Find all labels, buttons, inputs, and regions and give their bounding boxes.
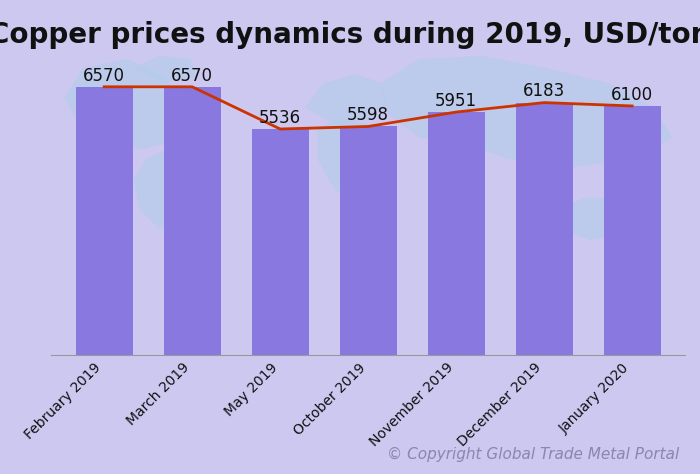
Text: 5598: 5598 [347, 106, 389, 124]
Polygon shape [304, 74, 387, 126]
Polygon shape [381, 56, 672, 168]
Bar [340, 127, 397, 355]
Text: 6183: 6183 [523, 82, 566, 100]
Bar [76, 87, 133, 355]
Bar [251, 129, 309, 355]
Text: Copper prices dynamics during 2019, USD/ton: Copper prices dynamics during 2019, USD/… [0, 21, 700, 49]
Text: 6100: 6100 [611, 86, 653, 104]
Text: 5536: 5536 [259, 109, 301, 127]
Polygon shape [134, 150, 197, 228]
Text: 5951: 5951 [435, 92, 477, 110]
Polygon shape [134, 56, 197, 83]
Text: © Copyright Global Trade Metal Portal: © Copyright Global Trade Metal Portal [386, 447, 679, 462]
Bar [603, 106, 661, 355]
Bar [428, 112, 485, 355]
Polygon shape [318, 119, 393, 204]
Bar [164, 87, 220, 355]
Text: 6570: 6570 [172, 66, 214, 84]
Polygon shape [559, 198, 640, 240]
Text: 6570: 6570 [83, 66, 125, 84]
Bar [516, 102, 573, 355]
Polygon shape [64, 59, 191, 150]
